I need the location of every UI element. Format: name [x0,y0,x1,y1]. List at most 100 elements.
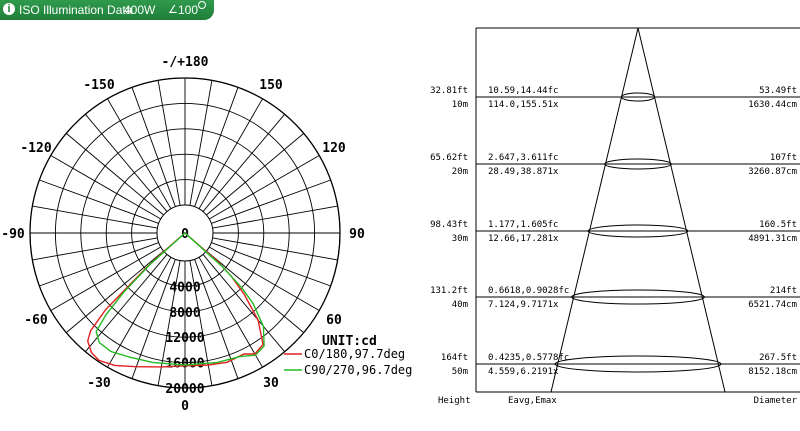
height-ft-value: 65.62ft [430,153,468,163]
polar-spoke [50,155,162,220]
diameter-ft-value: 107ft [770,153,797,163]
beam-ellipse [587,224,689,238]
radial-tick-label: 8000 [169,306,200,321]
polar-spoke [107,256,172,368]
unit-label: UNIT:cd [322,334,377,349]
polar-spoke [211,179,331,224]
illuminance-fc-value: 1.177,1.605fc [488,220,558,230]
radial-tick-label: 12000 [165,331,204,346]
beam-edge-left [550,27,639,393]
polar-spoke [206,250,304,333]
angle-label: 0 [181,399,189,414]
beam-ellipse [554,355,722,373]
height-m-value: 30m [452,234,468,244]
header-title: ISO Illumination Data [19,3,133,17]
illuminance-fc-value: 10.59,14.44fc [488,86,558,96]
polar-spoke [212,237,338,261]
angle-label: -90 [1,227,25,242]
illuminance-lx-value: 114.0,155.51x [488,100,559,110]
angle-label: -60 [24,313,48,328]
info-icon: i [3,3,15,15]
diameter-header: Diameter [754,396,798,406]
polar-spoke [157,80,181,206]
eavg-emax-header: Eavg,Emax [508,396,557,406]
polar-spoke [50,246,162,311]
polar-spoke [85,254,168,352]
radial-tick-label: 4000 [169,280,200,295]
diameter-ft-value: 53.49ft [759,86,797,96]
height-ft-value: 131.2ft [430,286,468,296]
height-m-value: 20m [452,167,468,177]
polar-spoke [208,246,320,311]
polar-spoke [189,80,213,206]
diameter-ft-value: 214ft [770,286,797,296]
series-line [95,232,265,366]
angle-label: -/+180 [162,55,209,70]
beam-edge-right [637,27,726,393]
polar-spoke [157,260,181,386]
height-ft-value: 164ft [441,353,468,363]
radial-tick-label: 0 [181,227,189,242]
polar-spoke [208,155,320,220]
illuminance-lx-value: 12.66,17.281x [488,234,559,244]
polar-spoke [32,205,158,229]
diameter-cm-value: 4891.31cm [748,234,797,244]
polar-spoke [66,250,164,333]
polar-spoke [39,242,159,287]
radial-tick-label: 20000 [165,382,204,397]
header-angle: 100 [178,3,199,17]
polar-spoke [198,256,263,368]
height-ft-value: 98.43ft [430,220,468,230]
angle-label: -30 [87,376,111,391]
angle-label: 30 [263,376,279,391]
header-wattage: 400W [124,3,156,17]
polar-spoke [202,114,285,212]
angle-label: 120 [322,141,346,156]
diameter-cm-value: 6521.74cm [748,300,797,310]
polar-spoke [39,179,159,224]
polar-spoke [202,254,285,352]
diameter-cm-value: 8152.18cm [748,367,797,377]
height-ft-value: 32.81ft [430,86,468,96]
polar-spoke [194,87,239,207]
polar-spoke [212,205,338,229]
angle-icon: ∠ [168,4,178,16]
angle-label: -150 [83,78,114,93]
beam-ellipse [571,289,705,305]
illuminance-lx-value: 4.559,6.2191x [488,367,559,377]
beam-ellipse [620,92,656,102]
diameter-ft-value: 160.5ft [759,220,797,230]
polar-spoke [198,98,263,210]
beam-ellipse [604,158,672,170]
diameter-cm-value: 3260.87cm [748,167,797,177]
height-m-value: 50m [452,367,468,377]
diameter-ft-value: 267.5ft [759,353,797,363]
height-m-value: 10m [452,100,468,110]
height-header: Height [438,396,471,406]
diameter-cm-value: 1630.44cm [748,100,797,110]
header-bar: i ISO Illumination Data 400W ∠ 100 [0,0,214,20]
polar-spoke [206,133,304,216]
illuminance-lx-value: 7.124,9.7171x [488,300,559,310]
height-m-value: 40m [452,300,468,310]
illuminance-fc-value: 0.6618,0.9028fc [488,286,569,296]
illuminance-fc-value: 2.647,3.611fc [488,153,558,163]
angle-label: 150 [259,78,283,93]
illuminance-fc-value: 0.4235,0.5778fc [488,353,569,363]
angle-label: -120 [20,141,51,156]
degree-mark [198,1,206,9]
series-line [86,232,264,368]
polar-spoke [85,114,168,212]
illuminance-lx-value: 28.49,38.871x [488,167,559,177]
radial-tick-label: 16000 [165,357,204,372]
polar-spoke [131,87,176,207]
legend-entry: C0/180,97.7deg [304,347,405,361]
polar-spoke [107,98,172,210]
legend-entry: C90/270,96.7deg [304,363,412,377]
angle-label: 60 [326,313,342,328]
polar-spoke [66,133,164,216]
angle-label: 90 [349,227,365,242]
polar-spoke [32,237,158,261]
polar-spoke [211,242,331,287]
